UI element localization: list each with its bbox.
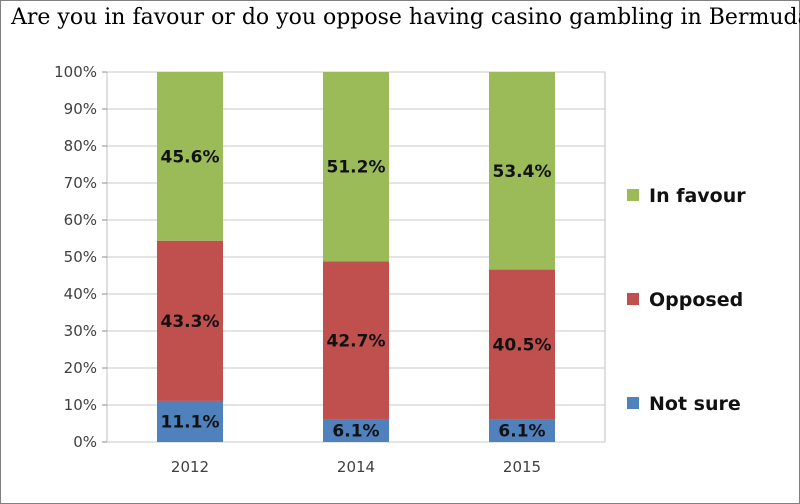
y-tick-label: 60% [64, 211, 97, 229]
x-tick-label: 2014 [337, 458, 375, 476]
y-tick-label: 0% [73, 433, 97, 451]
data-label: 42.7% [327, 331, 386, 351]
y-tick-label: 10% [64, 396, 97, 414]
bar-segment [323, 419, 389, 442]
bar-segment [489, 72, 555, 270]
bar-segment [157, 240, 223, 401]
legend-label: Not sure [649, 393, 741, 415]
y-tick-label: 70% [64, 174, 97, 192]
y-tick-label: 90% [64, 100, 97, 118]
chart-title: Are you in favour or do you oppose havin… [11, 5, 800, 30]
data-label: 11.1% [161, 412, 220, 432]
y-tick-label: 100% [54, 63, 97, 81]
bar-segment [489, 269, 555, 420]
data-label: 6.1% [498, 422, 545, 442]
bar-segment [157, 400, 223, 442]
data-label: 45.6% [161, 147, 220, 167]
legend-swatch [627, 189, 639, 201]
x-tick-label: 2015 [503, 458, 541, 476]
legend-swatch [627, 293, 639, 305]
legend-label: Opposed [649, 289, 743, 311]
bar-segment [157, 72, 223, 241]
bar-segment [489, 419, 555, 442]
data-label: 53.4% [493, 162, 552, 182]
bar-segment [323, 72, 389, 262]
data-label: 6.1% [332, 422, 379, 442]
legend-swatch [627, 397, 639, 409]
y-tick-label: 80% [64, 137, 97, 155]
data-label: 40.5% [493, 336, 552, 356]
y-tick-label: 50% [64, 248, 97, 266]
data-label: 51.2% [327, 158, 386, 178]
y-tick-label: 30% [64, 322, 97, 340]
y-tick-label: 40% [64, 285, 97, 303]
legend-label: In favour [649, 185, 746, 207]
data-label: 43.3% [161, 312, 220, 332]
bar-segment [323, 261, 389, 420]
x-tick-label: 2012 [171, 458, 209, 476]
y-tick-label: 20% [64, 359, 97, 377]
